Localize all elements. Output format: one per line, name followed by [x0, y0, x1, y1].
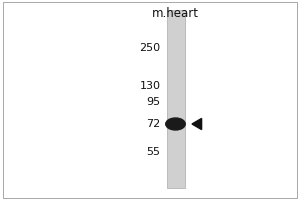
Text: 55: 55 — [146, 147, 161, 157]
Ellipse shape — [166, 118, 185, 130]
Bar — [167, 10, 184, 188]
Text: 72: 72 — [146, 119, 161, 129]
Text: 130: 130 — [140, 81, 160, 91]
Text: 95: 95 — [146, 97, 161, 107]
Polygon shape — [192, 118, 202, 130]
Text: m.heart: m.heart — [152, 7, 199, 20]
Text: 250: 250 — [140, 43, 160, 53]
